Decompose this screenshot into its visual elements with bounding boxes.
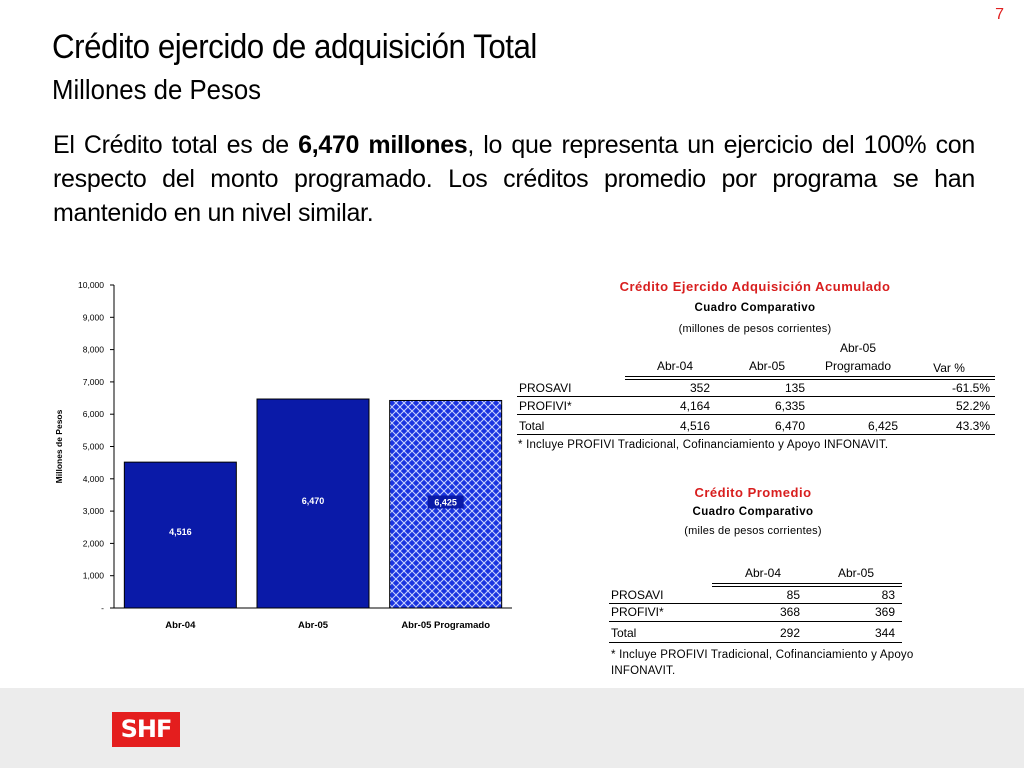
table1-row-label: PROSAVI bbox=[519, 381, 572, 395]
table2-cell: 368 bbox=[779, 605, 800, 619]
y-tick-label: 8,000 bbox=[83, 345, 105, 355]
shf-logo: SHF bbox=[112, 712, 180, 747]
table2-cell: 292 bbox=[779, 626, 800, 640]
y-tick-label: 7,000 bbox=[83, 377, 105, 387]
y-tick-label: 9,000 bbox=[83, 312, 105, 322]
table2-cell: 344 bbox=[874, 626, 895, 640]
table1-cell: 4,516 bbox=[679, 419, 710, 433]
table1-header-abr05-prog-line2: Programado bbox=[824, 359, 892, 373]
table1-bottom-rule bbox=[517, 434, 995, 435]
table1-cell: 135 bbox=[784, 381, 805, 395]
table1-header-abr05-prog-line1: Abr-05 bbox=[839, 341, 877, 355]
table2-subtitle: Cuadro Comparativo bbox=[692, 506, 814, 518]
table2-header-rule bbox=[712, 583, 902, 587]
data-label: 6,425 bbox=[434, 497, 457, 507]
table1-header-abr05: Abr-05 bbox=[748, 359, 786, 373]
table1-note: (millones de pesos corrientes) bbox=[678, 323, 832, 335]
data-label: 6,470 bbox=[302, 496, 325, 506]
y-tick-label: - bbox=[101, 603, 104, 613]
table2-row-label: PROFIVI* bbox=[611, 605, 664, 619]
table2-note: (miles de pesos corrientes) bbox=[684, 525, 822, 537]
table2-title: Crédito Promedio bbox=[694, 485, 812, 500]
data-label: 4,516 bbox=[169, 527, 192, 537]
table2-row-label: PROSAVI bbox=[611, 588, 664, 602]
table2-header-abr04: Abr-04 bbox=[744, 566, 782, 580]
table2-footnote: * Incluye PROFIVI Tradicional, Cofinanci… bbox=[611, 649, 914, 677]
bar-abr-04 bbox=[123, 461, 237, 609]
table2-bottom-rule bbox=[609, 642, 902, 643]
table1-footnote: * Incluye PROFIVI Tradicional, Cofinanci… bbox=[518, 439, 889, 451]
table1-header-var: Var % bbox=[933, 361, 965, 375]
table1-header-rule bbox=[625, 376, 995, 380]
x-tick-label: Abr-04 bbox=[165, 620, 196, 631]
page-title: Crédito ejercido de adquisición Total bbox=[52, 28, 537, 66]
table1-cell: 6,335 bbox=[774, 399, 805, 413]
table2-total-rule bbox=[609, 621, 902, 622]
table1-cell: 352 bbox=[689, 381, 710, 395]
table2-header-abr05: Abr-05 bbox=[837, 566, 875, 580]
table1-title: Crédito Ejercido Adquisición Acumulado bbox=[619, 279, 891, 294]
table1-cell: 4,164 bbox=[679, 399, 710, 413]
bar-abr-05 bbox=[256, 398, 370, 609]
y-tick-label: 5,000 bbox=[83, 442, 105, 452]
y-tick-label: 10,000 bbox=[78, 280, 104, 290]
table1-cell: 52.2% bbox=[955, 399, 990, 413]
page-subtitle: Millones de Pesos bbox=[52, 74, 262, 105]
y-tick-label: 4,000 bbox=[83, 474, 105, 484]
body-part-1: El Crédito total es de bbox=[53, 131, 299, 159]
data-label-bg bbox=[427, 495, 464, 509]
table1-row-label: PROFIVI* bbox=[519, 399, 572, 413]
body-part-2: , lo que representa un ejercicio del 100… bbox=[53, 131, 975, 227]
table1-subtitle: Cuadro Comparativo bbox=[694, 302, 816, 314]
table2-row-rule bbox=[609, 603, 902, 604]
table1-cell: 6,425 bbox=[867, 419, 898, 433]
table1-cell: 6,470 bbox=[774, 419, 805, 433]
y-tick-label: 2,000 bbox=[83, 538, 105, 548]
x-tick-label: Abr-05 Programado bbox=[401, 620, 490, 631]
y-tick-label: 6,000 bbox=[83, 409, 105, 419]
table2-cell: 83 bbox=[881, 588, 895, 602]
y-tick-label: 3,000 bbox=[83, 506, 105, 516]
table1-total-rule bbox=[517, 414, 995, 415]
body-paragraph: El Crédito total es de 6,470 millones, l… bbox=[53, 128, 975, 230]
table2-cell: 369 bbox=[874, 605, 895, 619]
y-axis-label: Millones de Pesos bbox=[54, 409, 64, 483]
x-tick-label: Abr-05 bbox=[298, 620, 329, 631]
table1-row-rule bbox=[517, 396, 995, 397]
page-number: 7 bbox=[995, 6, 1004, 23]
body-bold-amount: 6,470 millones bbox=[298, 131, 468, 159]
table1-row-label: Total bbox=[519, 419, 545, 433]
table2-row-label: Total bbox=[611, 626, 637, 640]
table1-header-abr04: Abr-04 bbox=[656, 359, 694, 373]
table2-cell: 85 bbox=[786, 588, 800, 602]
bar-chart: - 1,000 2,000 3,000 4,000 5,000 6,000 7,000 8,00… bbox=[54, 280, 512, 631]
table1-cell: -61.5% bbox=[951, 381, 990, 395]
table1-cell: 43.3% bbox=[955, 419, 990, 433]
y-tick-label: 1,000 bbox=[83, 571, 105, 581]
